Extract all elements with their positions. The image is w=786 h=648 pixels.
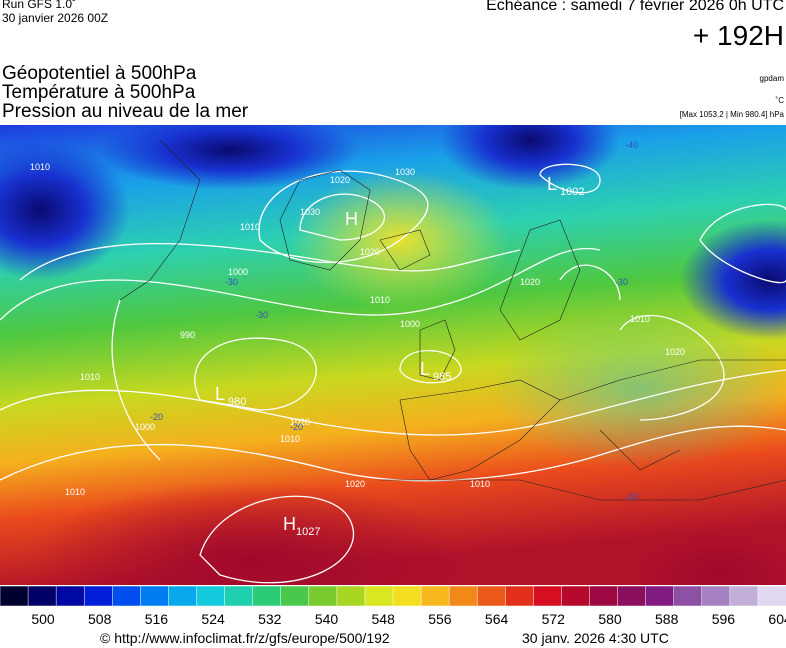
valid-time: Echéance : samedi 7 février 2026 0h UTC (486, 0, 784, 14)
source: © http://www.infoclimat.fr/z/gfs/europe/… (100, 630, 390, 646)
colorbar-swatch (27, 585, 57, 607)
pressure-center-kind: L (547, 174, 557, 194)
isobar-label: 1010 (240, 222, 260, 232)
colorbar-swatch (729, 585, 759, 607)
temperature-label: -30 (615, 277, 628, 287)
isobar-label: 1010 (370, 295, 390, 305)
colorbar-label: 580 (598, 611, 622, 627)
isobar-label: 1020 (330, 175, 350, 185)
isobar-label: 1000 (135, 422, 155, 432)
colorbar-swatch (112, 585, 142, 607)
colorbar-swatch (673, 585, 703, 607)
pressure-center-value: 980 (228, 396, 246, 408)
isobar-label: 1030 (300, 207, 320, 217)
isobars (0, 163, 786, 584)
isobar-label: 1000 (400, 319, 420, 329)
colorbar-swatch (280, 585, 310, 607)
colorbar-swatch (645, 585, 675, 607)
colorbar-swatch (589, 585, 619, 607)
pressure-center-kind: L (420, 359, 430, 379)
colorbar-swatch (420, 585, 450, 607)
colorbar-label: 516 (145, 611, 169, 627)
isobar-label: 1020 (345, 479, 365, 489)
colorbar-label: 596 (712, 611, 736, 627)
pressure-center-kind: H (345, 209, 358, 229)
isobar-label: 1030 (395, 167, 415, 177)
isobar-label: 1020 (290, 417, 310, 427)
pressure-range: [Max 1053.2 | Min 980.4] hPa (679, 110, 784, 119)
coastlines (119, 139, 786, 501)
pressure-center-value: 1027 (296, 526, 320, 538)
isobar-label: 1010 (65, 487, 85, 497)
isobar-label: 1010 (470, 479, 490, 489)
field: Température à 500hPa (2, 82, 196, 103)
pressure-center-value: 985 (433, 371, 451, 383)
temperature-label: -20 (150, 412, 163, 422)
colorbar-swatch (701, 585, 731, 607)
unit: ˚C (775, 96, 784, 105)
colorbar-swatch (561, 585, 591, 607)
colorbar-label: 564 (485, 611, 509, 627)
colorbar-swatch (55, 585, 85, 607)
colorbar-swatch (83, 585, 114, 607)
colorbar-swatch (364, 585, 394, 607)
colorbar-swatch (617, 585, 647, 607)
colorbar-label: 532 (258, 611, 282, 627)
isobar-label: 1020 (665, 347, 685, 357)
colorbar-swatch (224, 585, 254, 607)
colorbar-label: 604 (768, 611, 786, 627)
colorbar-swatch (140, 585, 170, 607)
unit: gpdam (759, 74, 784, 83)
isobar-label: 1020 (360, 247, 380, 257)
pressure-center-kind: H (283, 514, 296, 534)
run-date: 30 janvier 2026 00Z (2, 11, 109, 25)
colorbar-swatch (392, 585, 422, 607)
colorbar-label: 508 (88, 611, 112, 627)
field: Géopotentiel à 500hPa (2, 63, 197, 84)
colorbar-label: 540 (315, 611, 339, 627)
temperature-label: -30 (225, 277, 238, 287)
colorbar-swatch (505, 585, 535, 607)
colorbar-swatch (0, 585, 29, 607)
colorbar-swatch (308, 585, 338, 607)
colorbar-swatch (252, 585, 282, 607)
pressure-center-value: 1002 (560, 186, 584, 198)
colorbar-label: 500 (31, 611, 55, 627)
colorbar-swatch (336, 585, 366, 607)
colorbar-swatch (476, 585, 507, 607)
field: Pression au niveau de la mer (2, 101, 249, 122)
isobar-label: 1010 (80, 372, 100, 382)
colorbar-label: 548 (372, 611, 396, 627)
colorbar-swatch (168, 585, 198, 607)
temperature-label: -20 (625, 492, 638, 502)
temperature-label: -20 (290, 422, 303, 432)
colorbar-swatch (196, 585, 226, 607)
temperature-label: -40 (625, 140, 638, 150)
colorbar: 500 508 516 524 532 540 548 556 564 572 580 588 596 6… (0, 585, 786, 627)
colorbar-swatch (448, 585, 478, 607)
field-shading (0, 125, 786, 585)
isobar-label: 1010 (30, 162, 50, 172)
isobar-label: 1010 (630, 314, 650, 324)
colorbar-label: 588 (655, 611, 679, 627)
run: Run GFS 1.0˚ (2, 0, 77, 11)
colorbar-label: 572 (542, 611, 566, 627)
colorbar-label: 556 (428, 611, 452, 627)
colorbar-label: 524 (201, 611, 225, 627)
isobar-label: 1020 (520, 277, 540, 287)
issued: 30 janv. 2026 4:30 UTC (522, 630, 669, 646)
colorbar-swatch (757, 585, 786, 607)
pressure-center-kind: L (215, 384, 225, 404)
temperature-label: -30 (255, 310, 268, 320)
colorbar-swatch (533, 585, 563, 607)
isobar-label: 990 (180, 330, 195, 340)
isobar-label: 1000 (228, 267, 248, 277)
lead-time: + 192H (692, 20, 784, 51)
isobar-label: 1010 (280, 434, 300, 444)
